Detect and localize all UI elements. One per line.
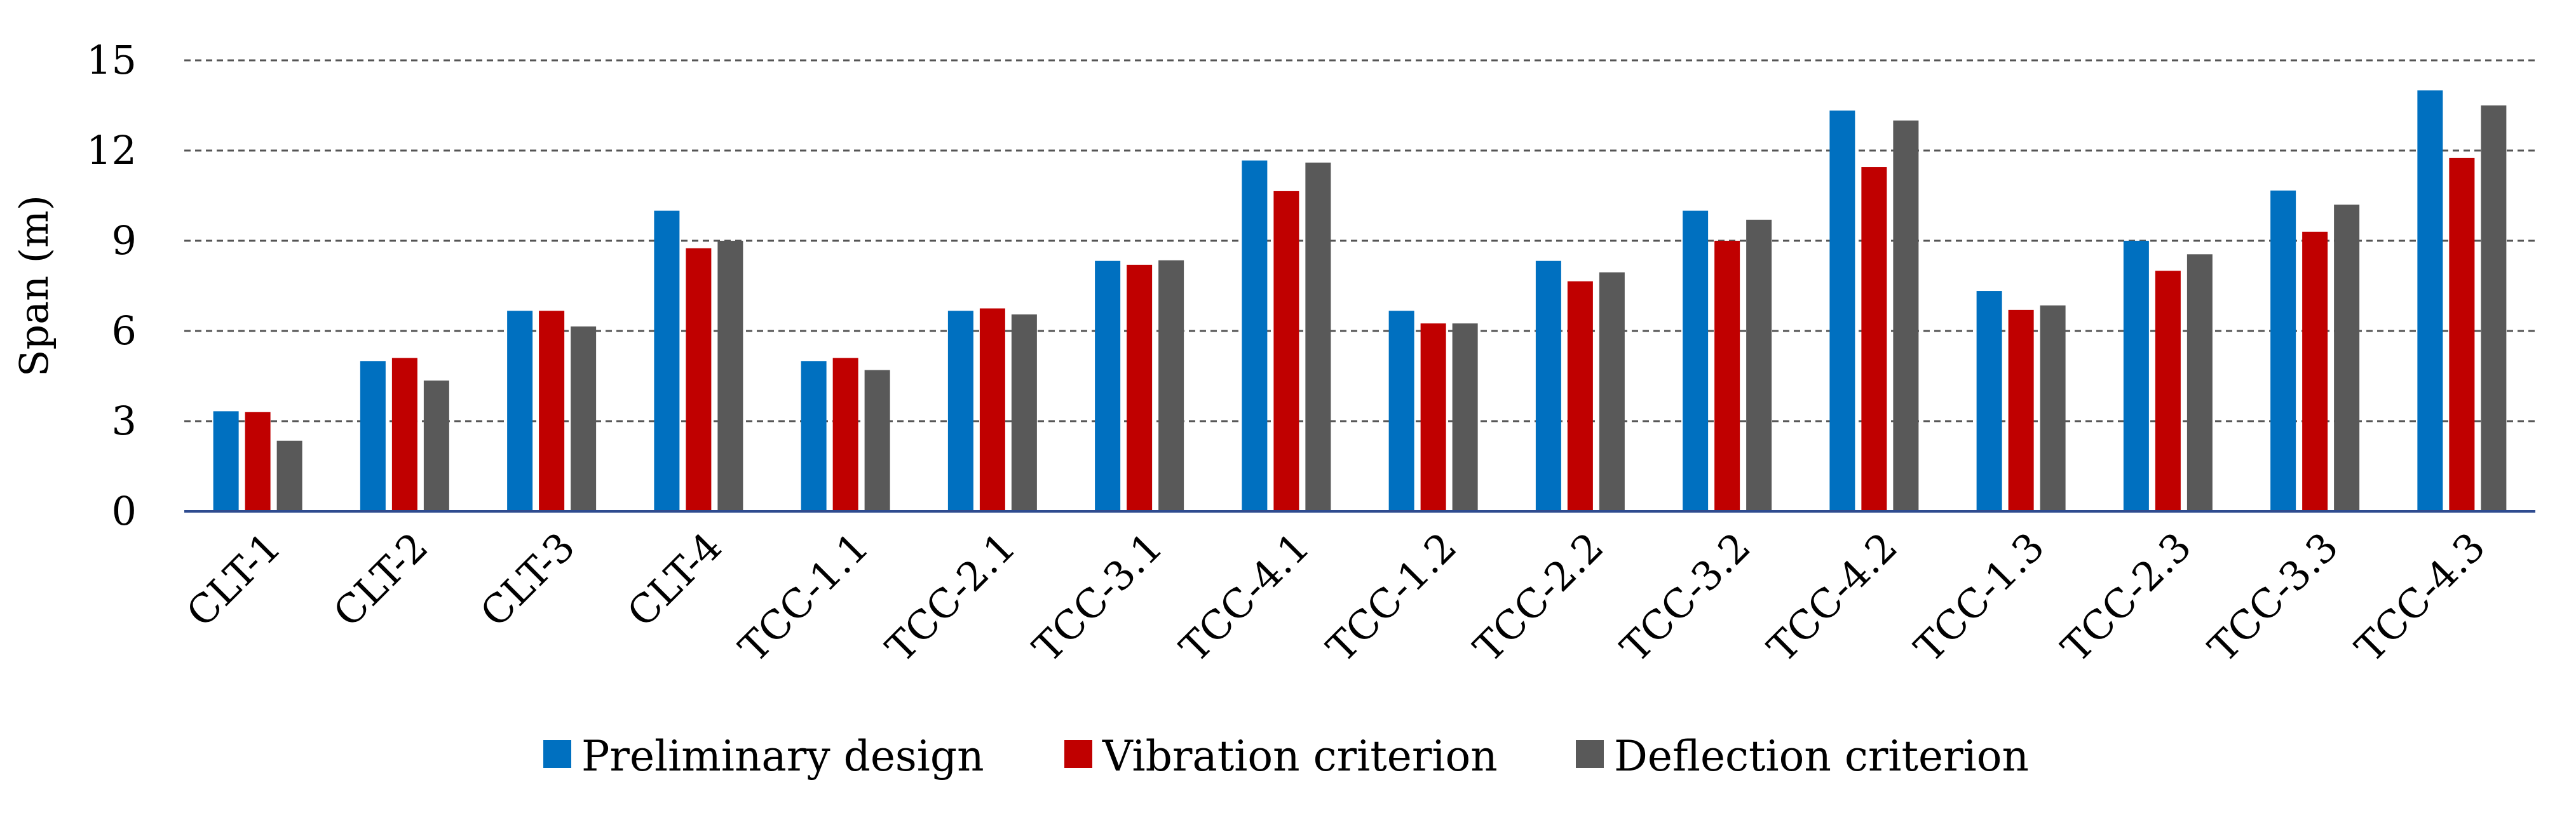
bar-deflection-criterion	[2186, 254, 2213, 511]
bar-vibration-criterion	[1273, 191, 1299, 511]
bar-preliminary-design	[360, 361, 386, 511]
bar-vibration-criterion	[391, 358, 417, 511]
bar-vibration-criterion	[1861, 167, 1887, 511]
y-tick-label: 9	[112, 217, 137, 264]
x-tick-label: TCC-3.1	[1024, 523, 1171, 671]
bar-deflection-criterion	[2334, 205, 2360, 511]
bar-vibration-criterion	[1420, 323, 1446, 511]
bar-deflection-criterion	[2481, 105, 2507, 511]
bar-vibration-criterion	[686, 248, 712, 511]
bar-preliminary-design	[801, 361, 827, 511]
y-tick-label: 12	[86, 127, 137, 173]
legend-swatch	[1576, 740, 1604, 768]
legend: Preliminary design Vibration criterion Def…	[543, 732, 2029, 781]
bar-preliminary-design	[2270, 190, 2296, 511]
y-axis-title: Span (m)	[11, 195, 57, 377]
bar-preliminary-design	[2417, 90, 2443, 512]
legend-swatch	[1064, 740, 1092, 768]
x-tick-label: TCC-4.2	[1758, 523, 1906, 671]
bar-preliminary-design	[213, 411, 239, 511]
x-tick-label: TCC-2.1	[877, 523, 1024, 671]
x-tick-label: CLT-1	[177, 523, 290, 636]
bar-preliminary-design	[654, 210, 680, 511]
x-tick-label: TCC-1.1	[730, 523, 878, 671]
bar-deflection-criterion	[1746, 219, 1772, 511]
bar-vibration-criterion	[1714, 241, 1740, 511]
bar-deflection-criterion	[423, 381, 449, 511]
legend-label: Deflection criterion	[1614, 732, 2029, 781]
bar-vibration-criterion	[2449, 158, 2475, 512]
bar-deflection-criterion	[1305, 162, 1331, 511]
bar-preliminary-design	[1242, 160, 1268, 511]
bar-deflection-criterion	[1158, 260, 1184, 511]
bar-preliminary-design	[1388, 311, 1414, 511]
legend-label: Preliminary design	[581, 732, 984, 781]
bar-vibration-criterion	[2008, 309, 2034, 511]
x-tick-label: TCC-4.1	[1170, 523, 1318, 671]
bar-vibration-criterion	[245, 412, 271, 511]
legend-swatch	[543, 740, 571, 768]
x-tick-label: TCC-2.2	[1465, 523, 1612, 671]
bar-preliminary-design	[2123, 241, 2149, 511]
y-tick-label: 0	[112, 488, 137, 534]
x-tick-label: TCC-4.3	[2346, 523, 2493, 671]
bar-deflection-criterion	[2040, 305, 2066, 511]
bar-vibration-criterion	[2302, 231, 2328, 511]
x-tick-label: TCC-3.3	[2199, 523, 2347, 671]
bars	[213, 90, 2507, 512]
y-tick-label: 3	[112, 398, 137, 444]
bar-deflection-criterion	[1452, 323, 1478, 511]
bar-preliminary-design	[1535, 260, 1561, 511]
bar-preliminary-design	[1095, 260, 1121, 511]
bar-deflection-criterion	[864, 370, 890, 511]
bar-deflection-criterion	[717, 241, 743, 511]
x-tick-label: TCC-3.2	[1611, 523, 1759, 671]
gridlines	[184, 59, 2535, 422]
y-axis-ticks: 0 3 6 9 12 15	[86, 37, 137, 534]
bar-preliminary-design	[1683, 210, 1709, 511]
bar-vibration-criterion	[539, 311, 565, 511]
x-tick-label: TCC-1.3	[1906, 523, 2053, 671]
x-axis-ticks: CLT-1 CLT-2 CLT-3 CLT-4TCC-1.1TCC-2.1TCC-3.…	[177, 523, 2494, 671]
bar-vibration-criterion	[2155, 271, 2181, 511]
x-tick-label: CLT-3	[471, 523, 584, 636]
bar-deflection-criterion	[571, 326, 597, 511]
x-tick-label: CLT-2	[324, 523, 437, 636]
legend-label: Vibration criterion	[1102, 732, 1498, 781]
bar-vibration-criterion	[832, 358, 858, 511]
bar-preliminary-design	[507, 311, 533, 511]
x-tick-label: CLT-4	[618, 523, 731, 636]
x-tick-label: TCC-2.3	[2052, 523, 2200, 671]
bar-vibration-criterion	[1567, 281, 1593, 511]
bar-deflection-criterion	[1011, 314, 1037, 511]
bar-preliminary-design	[1829, 111, 1855, 512]
bar-deflection-criterion	[1893, 120, 1919, 511]
bar-deflection-criterion	[1599, 272, 1625, 511]
bar-preliminary-design	[947, 311, 973, 511]
bar-vibration-criterion	[1127, 264, 1153, 511]
y-tick-label: 15	[86, 37, 137, 83]
x-tick-label: TCC-1.2	[1318, 523, 1465, 671]
bar-deflection-criterion	[276, 440, 302, 511]
bar-preliminary-design	[1976, 291, 2002, 511]
y-tick-label: 6	[112, 307, 137, 354]
bar-vibration-criterion	[979, 308, 1005, 511]
